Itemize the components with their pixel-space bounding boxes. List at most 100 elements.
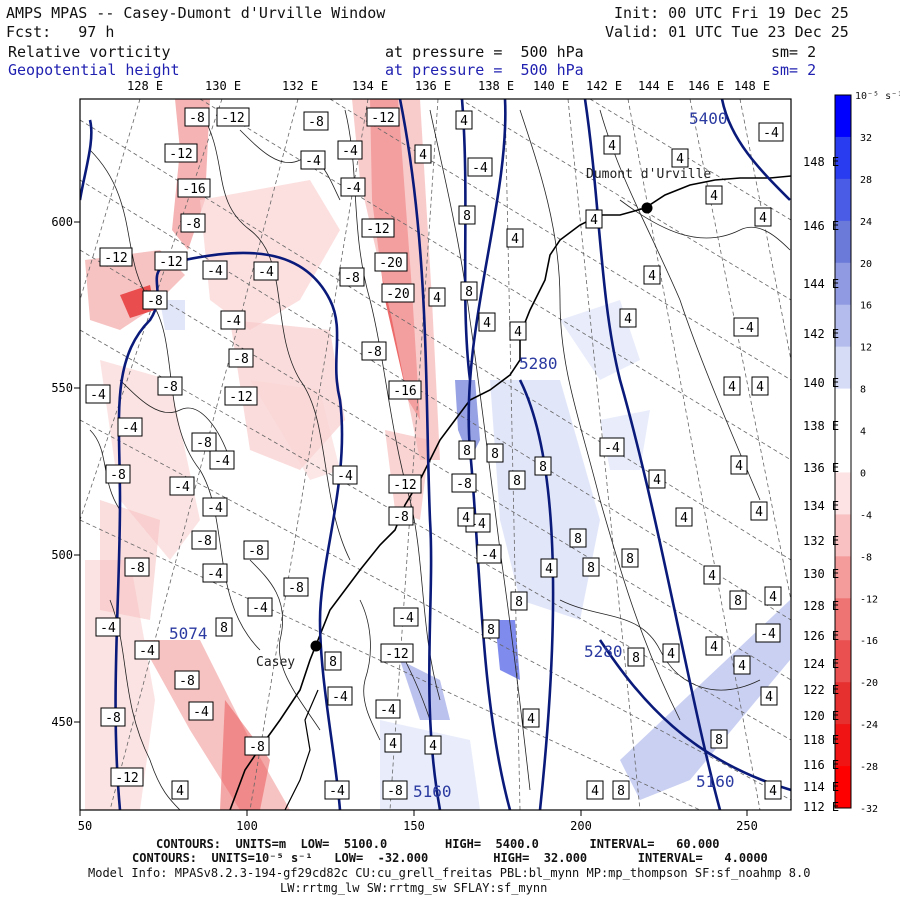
vorticity-contour-label: -4 — [467, 157, 493, 177]
vorticity-contour-label: -12 — [164, 143, 198, 163]
right-longitude-label: 114 E — [803, 780, 839, 794]
svg-text:-8: -8 — [344, 271, 360, 286]
svg-text:4: 4 — [419, 148, 427, 163]
y-tick-label: 550 — [51, 381, 73, 395]
svg-text:4: 4 — [653, 473, 661, 488]
height-label-5400: 5400 — [689, 109, 728, 128]
svg-text:8: 8 — [463, 209, 471, 224]
vorticity-contour-label: -4 — [85, 384, 111, 404]
vorticity-contour-label: 8 — [486, 443, 504, 463]
vorticity-contour-label: 4 — [733, 655, 751, 675]
colorbar-level-label: 4 — [860, 427, 866, 438]
colorbar-unit: 10⁻⁵ s⁻¹ — [855, 91, 900, 102]
vorticity-contour-label: -4 — [95, 617, 121, 637]
svg-text:-12: -12 — [115, 771, 138, 786]
svg-text:4: 4 — [769, 590, 777, 605]
x-tick-label: 200 — [570, 819, 592, 833]
svg-text:8: 8 — [220, 621, 228, 636]
vorticity-contour-label: -8 — [191, 432, 217, 452]
svg-text:-8: -8 — [288, 581, 304, 596]
colorbar-level-label: -12 — [860, 594, 878, 605]
vorticity-contour-label: -8 — [243, 540, 269, 560]
y-axis — [74, 221, 80, 723]
svg-text:4: 4 — [176, 784, 184, 799]
footer-model-info-2: LW:rrtmg_lw SW:rrtmg_sw SFLAY:sf_mynn — [280, 881, 548, 895]
vorticity-contour-label: 8 — [324, 651, 342, 671]
svg-text:-4: -4 — [380, 703, 396, 718]
svg-text:4: 4 — [708, 569, 716, 584]
right-longitude-label: 130 E — [803, 567, 839, 581]
svg-text:-8: -8 — [196, 436, 212, 451]
vorticity-contour-label: -12 — [154, 251, 188, 271]
field1-level: at pressure = 500 hPa — [385, 43, 584, 61]
right-longitude-label: 138 E — [803, 419, 839, 433]
right-longitude-label: 116 E — [803, 758, 839, 772]
vorticity-contour-label: -4 — [300, 150, 326, 170]
svg-text:8: 8 — [465, 285, 473, 300]
vorticity-contour-label: 4 — [754, 207, 772, 227]
field1-smoothing: sm= 2 — [771, 43, 817, 61]
colorbar-swatch — [835, 640, 851, 683]
x-tick-label: 250 — [736, 819, 758, 833]
vorticity-contour-label: 4 — [585, 209, 603, 229]
svg-text:-4: -4 — [258, 265, 274, 280]
colorbar-level-label: 16 — [860, 301, 872, 312]
top-longitude-label: 132 E — [282, 79, 318, 93]
svg-text:8: 8 — [463, 444, 471, 459]
svg-text:4: 4 — [648, 269, 656, 284]
vorticity-contour-label: 4 — [675, 507, 693, 527]
vorticity-contour-label: -8 — [180, 213, 206, 233]
vorticity-contour-label: -4 — [340, 177, 366, 197]
svg-text:-4: -4 — [90, 388, 106, 403]
svg-text:4: 4 — [710, 640, 718, 655]
svg-text:-4: -4 — [139, 644, 155, 659]
vorticity-contour-label: -4 — [202, 563, 228, 583]
right-longitude-label: 148 E — [803, 155, 839, 169]
svg-text:-20: -20 — [379, 256, 402, 271]
svg-text:-4: -4 — [100, 621, 116, 636]
svg-text:8: 8 — [587, 561, 595, 576]
svg-text:-12: -12 — [366, 222, 389, 237]
vorticity-contour-label: 4 — [730, 455, 748, 475]
vorticity-contour-label: -8 — [191, 530, 217, 550]
vorticity-contour-label: 4 — [619, 308, 637, 328]
vorticity-contour-label: -4 — [253, 261, 279, 281]
vorticity-contour-label: -4 — [117, 417, 143, 437]
vorticity-contour-label: -4 — [188, 701, 214, 721]
colorbar-swatch — [835, 430, 851, 473]
vorticity-contour-label: 4 — [509, 321, 527, 341]
vorticity-contour-label: 4 — [171, 780, 189, 800]
vorticity-contour-label: 4 — [586, 780, 604, 800]
vorticity-contour-label: -4 — [327, 686, 353, 706]
top-longitude-labels: 128 E 130 E 132 E 134 E 136 E 138 E 140 E 142 E… — [127, 79, 770, 93]
vorticity-contour-label: 8 — [582, 557, 600, 577]
svg-text:8: 8 — [487, 623, 495, 638]
colorbar-level-label: 0 — [860, 468, 866, 479]
vorticity-contour-label: -4 — [202, 260, 228, 280]
right-longitude-labels: 148 E 146 E 144 E 142 E 140 E 138 E 136 E 134 E… — [803, 155, 839, 814]
vorticity-contour-label: 8 — [508, 470, 526, 490]
vorticity-contour-label: -8 — [361, 341, 387, 361]
colorbar-swatch — [835, 346, 851, 390]
vorticity-contour-label: -8 — [174, 670, 200, 690]
height-label-5074: 5074 — [169, 624, 208, 643]
svg-text:8: 8 — [632, 651, 640, 666]
svg-text:-12: -12 — [385, 647, 408, 662]
vorticity-contour-label: -4 — [599, 437, 625, 457]
svg-text:-4: -4 — [207, 501, 223, 516]
top-longitude-label: 142 E — [586, 79, 622, 93]
y-tick-label: 500 — [51, 548, 73, 562]
svg-text:8: 8 — [715, 733, 723, 748]
colorbar-level-label: -16 — [860, 636, 878, 647]
svg-text:-20: -20 — [386, 287, 409, 302]
colorbar-level-label: 24 — [860, 217, 872, 228]
vorticity-label-group: -8 -12 -8 -12-12 -4-4-16 -4-8 -12-12 -12-4 -4 -8-… — [85, 107, 784, 800]
svg-text:-8: -8 — [129, 561, 145, 576]
colorbar-frame — [834, 94, 852, 809]
colorbar-swatch — [835, 556, 851, 599]
station-label-dumont: Dumont d'Urville — [586, 167, 711, 182]
svg-text:4: 4 — [462, 511, 470, 526]
vorticity-contour-label: 4 — [750, 501, 768, 521]
svg-text:8: 8 — [515, 595, 523, 610]
vorticity-contour-label: 8 — [569, 528, 587, 548]
